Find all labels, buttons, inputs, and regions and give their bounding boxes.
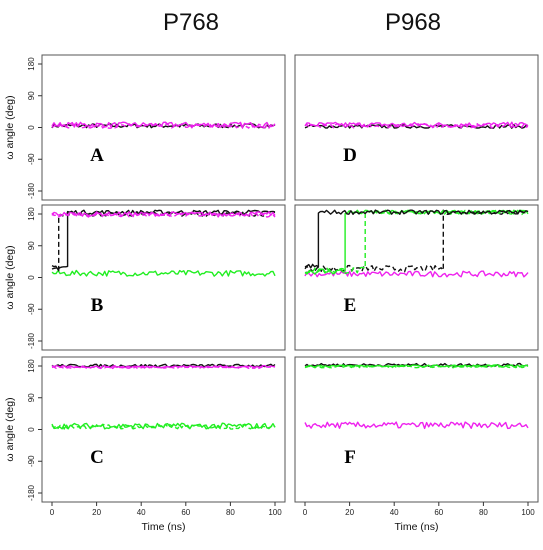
panel-frame bbox=[41, 204, 286, 351]
panel-letter: C bbox=[90, 447, 104, 468]
y-tick-label: 0 bbox=[27, 125, 36, 130]
column-title-right: P968 bbox=[385, 9, 441, 36]
y-tick-label: 180 bbox=[27, 359, 36, 373]
series-line-green-dashed bbox=[51, 423, 276, 430]
series-line-magenta-dashed bbox=[51, 123, 276, 129]
y-tick-label: -180 bbox=[27, 182, 36, 199]
x-tick-label: 40 bbox=[390, 508, 399, 517]
x-tick-label: 60 bbox=[434, 508, 443, 517]
series-line-magenta bbox=[304, 270, 529, 278]
y-tick-label: 90 bbox=[27, 393, 36, 402]
x-tick-label: 60 bbox=[181, 508, 190, 517]
series-line-green bbox=[304, 364, 529, 368]
x-tick-label: 80 bbox=[226, 508, 235, 517]
panel-letter: D bbox=[343, 145, 357, 166]
series-line-black bbox=[304, 209, 529, 269]
y-tick-label: 0 bbox=[27, 427, 36, 432]
series-line-black-dashed bbox=[51, 211, 276, 272]
x-tick-label: 0 bbox=[303, 508, 308, 517]
series-line-green bbox=[304, 209, 529, 275]
series-group bbox=[304, 362, 529, 430]
series-group bbox=[304, 209, 529, 278]
column-title-left: P768 bbox=[163, 9, 219, 36]
series-line-black bbox=[51, 209, 276, 271]
panel-letter: E bbox=[344, 295, 357, 316]
series-line-magenta bbox=[304, 121, 529, 128]
panel-B: 180 90 0 -90 -180 ω angle (deg) B bbox=[4, 204, 286, 351]
panel-frame bbox=[294, 204, 539, 351]
panel-C: 180 90 0 -90 -180 ω angle (deg) 0 20 40 60 80 100 Ti… bbox=[4, 356, 286, 533]
panel-D: D bbox=[294, 54, 539, 201]
x-tick-label: 100 bbox=[268, 508, 282, 517]
series-line-black-dashed bbox=[304, 209, 529, 273]
series-group bbox=[51, 121, 276, 129]
panel-frame bbox=[294, 54, 539, 201]
series-line-magenta bbox=[304, 421, 529, 430]
panel-frame bbox=[41, 356, 286, 503]
series-line-magenta-dashed bbox=[51, 212, 276, 218]
x-tick-label: 20 bbox=[92, 508, 101, 517]
y-tick-label: -180 bbox=[27, 332, 36, 349]
series-line-green bbox=[51, 422, 276, 430]
x-axis-label: Time (ns) bbox=[395, 521, 439, 533]
y-tick-label: -90 bbox=[27, 153, 36, 165]
series-group bbox=[51, 363, 276, 430]
y-axis-label: ω angle (deg) bbox=[4, 245, 16, 309]
x-axis-label: Time (ns) bbox=[142, 521, 186, 533]
series-line-green-dashed bbox=[304, 365, 529, 369]
y-tick-label: -90 bbox=[27, 303, 36, 315]
series-line-green bbox=[51, 269, 276, 277]
x-tick-label: 80 bbox=[479, 508, 488, 517]
series-line-black bbox=[51, 122, 276, 129]
x-tick-label: 100 bbox=[521, 508, 535, 517]
y-axis-label: ω angle (deg) bbox=[4, 95, 16, 159]
panel-frame bbox=[294, 356, 539, 503]
y-tick-label: 180 bbox=[27, 57, 36, 71]
panel-E: E bbox=[294, 204, 539, 351]
y-tick-label: 0 bbox=[27, 275, 36, 280]
y-tick-label: -90 bbox=[27, 455, 36, 467]
series-line-black bbox=[51, 363, 276, 368]
series-group bbox=[304, 121, 529, 129]
y-tick-label: -180 bbox=[27, 484, 36, 501]
panels: 180 90 0 -90 -180 ω angle (deg) A D 180 90 0 -90 -18… bbox=[4, 54, 539, 533]
y-tick-label: 90 bbox=[27, 241, 36, 250]
panel-letter: F bbox=[344, 447, 356, 468]
x-tick-label: 0 bbox=[50, 508, 55, 517]
panel-letter: B bbox=[91, 295, 104, 316]
x-tick-label: 20 bbox=[345, 508, 354, 517]
x-tick-label: 40 bbox=[137, 508, 146, 517]
panel-letter: A bbox=[90, 145, 104, 166]
y-tick-label: 180 bbox=[27, 207, 36, 221]
series-group bbox=[51, 209, 276, 277]
series-line-magenta-dashed bbox=[304, 122, 529, 129]
series-line-magenta-dashed bbox=[51, 365, 276, 370]
series-line-green-dashed bbox=[304, 209, 529, 275]
panel-F: 0 20 40 60 80 100 Time (ns) F bbox=[294, 356, 539, 533]
y-tick-label: 90 bbox=[27, 91, 36, 100]
y-axis-label: ω angle (deg) bbox=[4, 397, 16, 461]
series-line-magenta bbox=[51, 121, 276, 128]
panel-A: 180 90 0 -90 -180 ω angle (deg) A bbox=[4, 54, 286, 201]
